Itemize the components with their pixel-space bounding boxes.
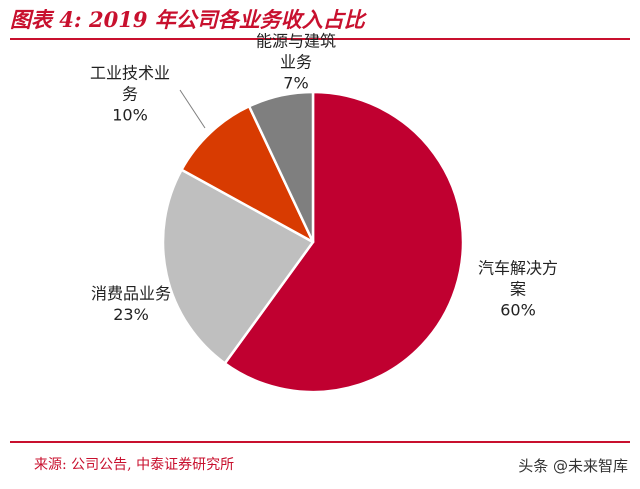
leader-lines [179, 89, 298, 129]
figure-title: 图表 4: 2019 年公司各业务收入占比 [10, 7, 365, 32]
slice-percent-label: 10% [112, 106, 148, 125]
leader-line [179, 89, 206, 129]
slice-percent-label: 7% [283, 74, 308, 93]
slice-name-label: 业务 [280, 53, 312, 72]
slice-percent-label: 60% [500, 301, 536, 320]
slice-name-label: 案 [510, 280, 526, 299]
pie-slice [161, 168, 315, 365]
pie-slices [161, 90, 465, 394]
slice-name-label: 工业技术业 [90, 64, 170, 83]
slice-name-label: 汽车解决方 [478, 259, 558, 278]
pie-slice [223, 90, 465, 394]
source-note: 来源: 公司公告, 中泰证券研究所 [34, 457, 235, 473]
source-rule [10, 441, 630, 443]
pie-slice [247, 90, 315, 244]
slice-percent-label: 23% [113, 305, 149, 324]
watermark: 头条 @未来智库 [518, 457, 628, 475]
title-rule [10, 38, 630, 40]
slice-name-label: 务 [122, 85, 138, 104]
slice-name-label: 消费品业务 [91, 284, 171, 303]
slice-name-label: 能源与建筑 [256, 32, 336, 51]
pie-slice [180, 105, 315, 244]
